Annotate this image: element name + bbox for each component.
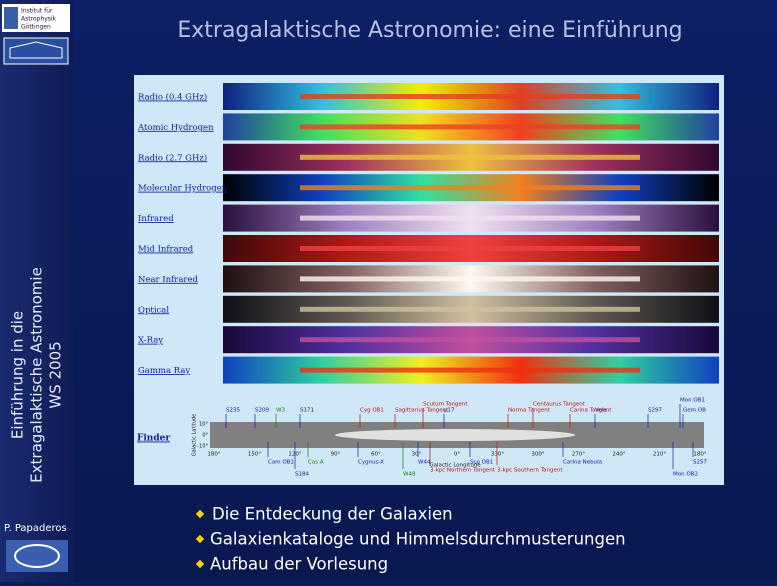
course-line: Einführung in die (9, 311, 27, 439)
band-core (300, 154, 640, 160)
finder-object: Vela (595, 408, 607, 414)
finder-object: Cas A (308, 460, 324, 466)
band-core (300, 215, 640, 221)
lon-tick: 150° (248, 452, 261, 458)
bullet-text: Die Entdeckung der Galaxien (212, 505, 453, 524)
band-core (300, 306, 640, 312)
finder-object: S171 (300, 408, 314, 414)
band-label: Radio (2.7 GHz) (138, 152, 207, 163)
finder-object: Norma Tangent (508, 408, 551, 414)
band-label: Near Infrared (138, 275, 199, 285)
band-core (300, 337, 640, 343)
finder-object: S209 (255, 408, 269, 414)
finder-object: S235 (226, 408, 240, 414)
finder-object: S184 (295, 472, 309, 478)
finder: Finder Galactic Latitude Galactic Longitud… (137, 398, 707, 478)
finder-object: W48 (403, 472, 416, 478)
finder-object: Scutum Tangent (423, 402, 468, 408)
lon-tick: 60° (371, 452, 381, 458)
band-label: Radio (0.4 GHz) (138, 92, 207, 103)
finder-object: 3-kpc Southern Tangent (497, 468, 563, 474)
band-label: Optical (138, 305, 169, 315)
lon-tick: 270° (572, 452, 585, 458)
finder-object: Cyg OB1 (360, 408, 384, 414)
band-label: X-Ray (138, 336, 163, 346)
lon-tick: 0° (454, 452, 460, 458)
logo-ring (14, 544, 60, 568)
finder-axis-y: Galactic Latitude (192, 414, 198, 456)
course-line: Extragalaktische Astronomie (28, 267, 46, 483)
lon-tick: 330° (491, 452, 504, 458)
finder-object: Sagittarius Tangent (395, 408, 449, 414)
finder-object: 3-kpc Northern Tangent (430, 468, 496, 474)
finder-object: Cam OB1 (268, 460, 294, 466)
lon-tick: 180° (693, 452, 706, 458)
lat-tick: 10° (199, 422, 208, 428)
finder-object: μ17 (444, 408, 455, 414)
finder-object: Cygnus-X (358, 460, 384, 466)
course-text: Einführung in die Extragalaktische Astron… (9, 267, 65, 483)
sidebar (0, 0, 73, 582)
band-label: Molecular Hydrogen (138, 184, 228, 194)
finder-object: S297 (648, 408, 662, 414)
band-core (300, 246, 640, 251)
finder-object: Gem OB (683, 408, 706, 414)
bullet-text: Aufbau der Vorlesung (210, 555, 388, 574)
lat-tick: -10° (197, 444, 208, 450)
building-icon (9, 41, 63, 59)
bands: Radio (0.4 GHz) Atomic Hydrogen Radio (2.7… (137, 83, 719, 384)
band-core (300, 367, 640, 373)
finder-object: Sco OB1 (470, 460, 493, 466)
lon-tick: 300° (531, 452, 544, 458)
author: P. Papaderos (4, 523, 67, 534)
lat-tick: 0° (202, 433, 208, 439)
finder-axis-x: Galactic Longitude (429, 463, 481, 469)
institute-line: Astrophysik (21, 16, 57, 23)
band-label: Gamma Ray (138, 366, 190, 376)
finder-object: Centaurus Tangent (533, 402, 586, 408)
finder-label: Finder (137, 434, 170, 444)
lon-tick: 240° (612, 452, 625, 458)
lon-tick: 30° (412, 452, 422, 458)
lon-tick: 90° (331, 452, 341, 458)
band-label: Atomic Hydrogen (137, 123, 214, 133)
logo-icon (4, 7, 18, 29)
finder-object: Carina Tangent (570, 408, 612, 414)
band-label: Infrared (138, 214, 174, 224)
lon-tick: 180° (207, 452, 220, 458)
finder-object: W3 (276, 408, 285, 414)
finder-bulge (335, 429, 575, 441)
lon-tick: 210° (653, 452, 666, 458)
course-line: WS 2005 (47, 341, 65, 408)
finder-object: Mon OB1 (680, 398, 705, 404)
institute-line: Göttingen (21, 24, 51, 31)
finder-object: S257 (693, 460, 707, 466)
slide-title: Extragalaktische Astronomie: eine Einfüh… (177, 18, 682, 43)
bullet-text: Galaxienkataloge und Himmelsdurchmusteru… (210, 530, 626, 549)
band-core (300, 185, 640, 191)
band-label: Mid Infrared (138, 245, 194, 255)
band-core (300, 276, 640, 282)
institute-line: Institut für (21, 8, 53, 15)
finder-object: Mon OB2 (673, 472, 698, 478)
band-core (300, 124, 640, 130)
finder-object: W44 (418, 460, 431, 466)
finder-object: Carina Nebula (563, 460, 602, 466)
band-core (300, 94, 640, 99)
